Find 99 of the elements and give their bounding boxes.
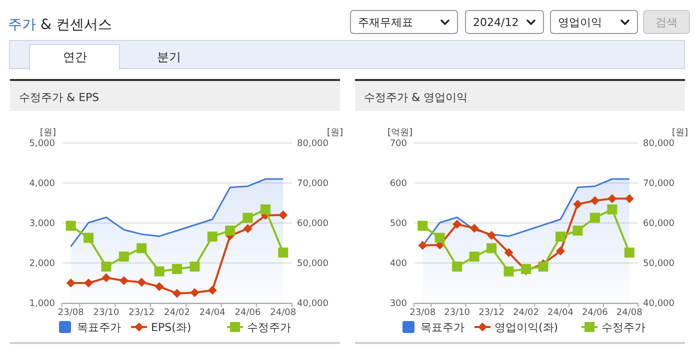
- dropdown-field: 2024/12: [465, 10, 544, 34]
- point: [119, 276, 128, 286]
- y-tick-label: 4,000: [29, 179, 56, 189]
- point: [607, 204, 618, 214]
- point: [208, 286, 217, 295]
- point: [84, 232, 94, 243]
- point: [504, 248, 514, 258]
- x-tick-label: 24/04: [547, 308, 574, 318]
- point: [418, 240, 428, 250]
- y-tick-label: 5,000: [29, 139, 56, 149]
- y2-tick-label: 40,000: [643, 299, 675, 309]
- y-tick-label: 600: [390, 179, 408, 189]
- point: [172, 264, 182, 274]
- point: [137, 278, 146, 287]
- y-tick-label: 300: [390, 299, 408, 309]
- x-tick-label: 23/10: [444, 308, 470, 318]
- x-tick-label: 24/08: [270, 308, 296, 318]
- y-tick-label: 700: [390, 139, 408, 149]
- point: [624, 194, 634, 204]
- point: [172, 288, 182, 298]
- text: 주가 & 컨센서스: [8, 17, 112, 33]
- x-tick-label: 24/06: [234, 308, 262, 318]
- point: [190, 262, 200, 272]
- point: [66, 220, 76, 231]
- legend-label: 목표주가: [77, 321, 121, 334]
- y-tick-label: 2,000: [29, 259, 56, 269]
- point: [243, 224, 252, 234]
- y2-tick-label: 40,000: [297, 299, 329, 309]
- x-tick-label: 24/08: [616, 308, 643, 318]
- point: [487, 230, 496, 240]
- point: [469, 252, 480, 262]
- x-tick-label: 23/10: [93, 308, 120, 318]
- point: [556, 246, 565, 256]
- chart-title: 수정주가 & 영업이익: [364, 91, 468, 104]
- y2-tick-label: 80,000: [643, 139, 675, 149]
- point: [590, 196, 600, 206]
- point: [470, 224, 479, 233]
- y-tick-label: 1,000: [29, 299, 56, 309]
- point: [225, 226, 236, 236]
- point: [102, 273, 111, 282]
- x-tick-label: 24/02: [513, 308, 539, 318]
- point: [66, 278, 76, 288]
- point: [154, 266, 164, 276]
- x-tick-label: 24/04: [199, 308, 226, 318]
- y2-axis-title: [원]: [326, 128, 344, 138]
- y-tick-label: 500: [390, 219, 408, 229]
- y2-tick-label: 70,000: [297, 179, 329, 189]
- point: [608, 194, 617, 204]
- x-tick-label: 23/12: [478, 308, 505, 318]
- x-tick-label: 24/06: [582, 308, 608, 318]
- y-tick-label: 3,000: [29, 219, 56, 229]
- dropdown-field: 영업이익: [550, 10, 638, 34]
- point: [278, 210, 288, 220]
- point: [154, 282, 164, 292]
- x-tick-label: 23/08: [410, 308, 436, 318]
- point: [84, 278, 94, 288]
- y-axis-title: [원]: [40, 128, 56, 138]
- text: 연간: [63, 50, 87, 64]
- point: [136, 243, 147, 254]
- y2-tick-label: 80,000: [297, 139, 329, 149]
- y2-tick-label: 60,000: [297, 219, 329, 229]
- search-button: 검색: [643, 10, 690, 34]
- point: [573, 200, 582, 209]
- dropdown-field: 주재무제표: [350, 10, 458, 34]
- point: [242, 212, 253, 223]
- y2-tick-label: 70,000: [643, 179, 675, 189]
- point: [118, 252, 129, 262]
- point: [278, 248, 288, 258]
- y2-tick-label: 60,000: [643, 219, 675, 229]
- x-tick-label: 23/08: [58, 308, 84, 318]
- point: [590, 212, 600, 223]
- point: [207, 232, 218, 242]
- legend-label: 목표주가: [420, 321, 464, 334]
- point: [555, 232, 566, 242]
- point: [624, 248, 634, 258]
- point: [101, 262, 112, 272]
- point: [190, 288, 200, 298]
- y2-tick-label: 50,000: [297, 259, 329, 269]
- chart-title: 수정주가 & EPS: [19, 91, 100, 104]
- y-tick-label: 400: [390, 259, 408, 269]
- y-axis-title: [억원]: [387, 128, 413, 138]
- point: [260, 204, 270, 214]
- x-tick-label: 24/02: [164, 308, 190, 318]
- x-tick-label: 23/12: [128, 308, 155, 318]
- point: [486, 243, 497, 254]
- point: [572, 226, 583, 236]
- y2-axis-title: [원]: [672, 128, 688, 138]
- legend-label: 수정주가: [602, 321, 646, 334]
- legend-label: EPS(좌): [151, 321, 192, 334]
- point: [452, 220, 462, 229]
- y2-tick-label: 50,000: [643, 259, 675, 269]
- point: [452, 262, 462, 272]
- point: [418, 220, 428, 231]
- point: [504, 266, 514, 276]
- text: 분기: [157, 50, 181, 64]
- point: [434, 232, 445, 243]
- legend-label: 수정주가: [247, 321, 291, 334]
- legend-label: 영업이익(좌): [494, 321, 558, 334]
- point: [538, 262, 548, 272]
